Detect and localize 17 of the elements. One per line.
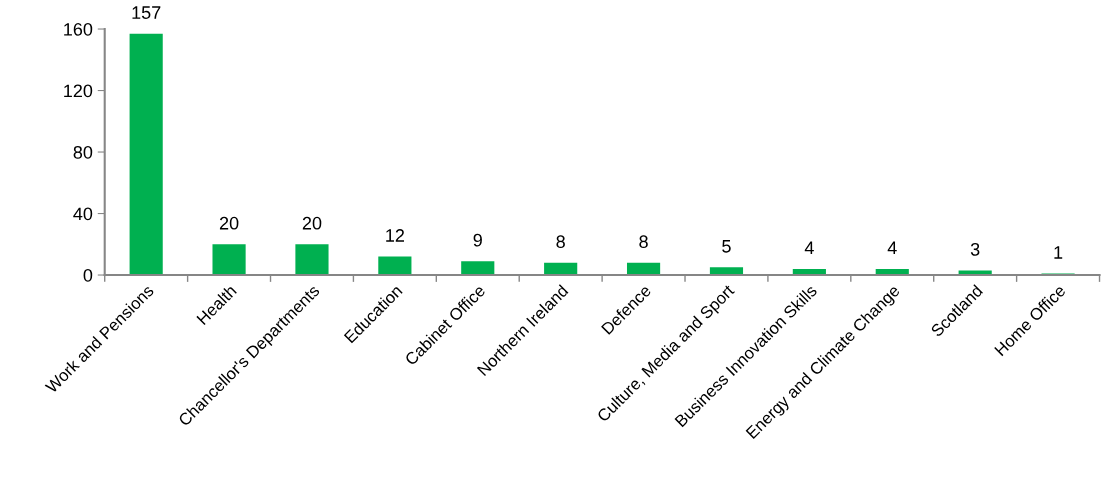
y-tick-label: 160 [64, 22, 93, 36]
data-label: 9 [473, 233, 482, 247]
y-tick-label: 80 [73, 145, 93, 159]
data-label: 8 [556, 235, 565, 249]
y-tick-label: 120 [64, 84, 93, 98]
data-label: 4 [804, 241, 814, 255]
data-label: 3 [970, 242, 980, 256]
data-label: 20 [302, 216, 322, 230]
data-label: 1 [1054, 246, 1063, 259]
y-tick-label: 40 [73, 207, 93, 221]
y-tick-label: 0 [83, 268, 93, 282]
data-label: 5 [722, 240, 731, 253]
data-label: 20 [219, 216, 239, 230]
data-label: 8 [639, 235, 648, 249]
data-label: 157 [132, 6, 161, 19]
data-label: 4 [887, 241, 897, 255]
data-label: 12 [386, 229, 404, 242]
